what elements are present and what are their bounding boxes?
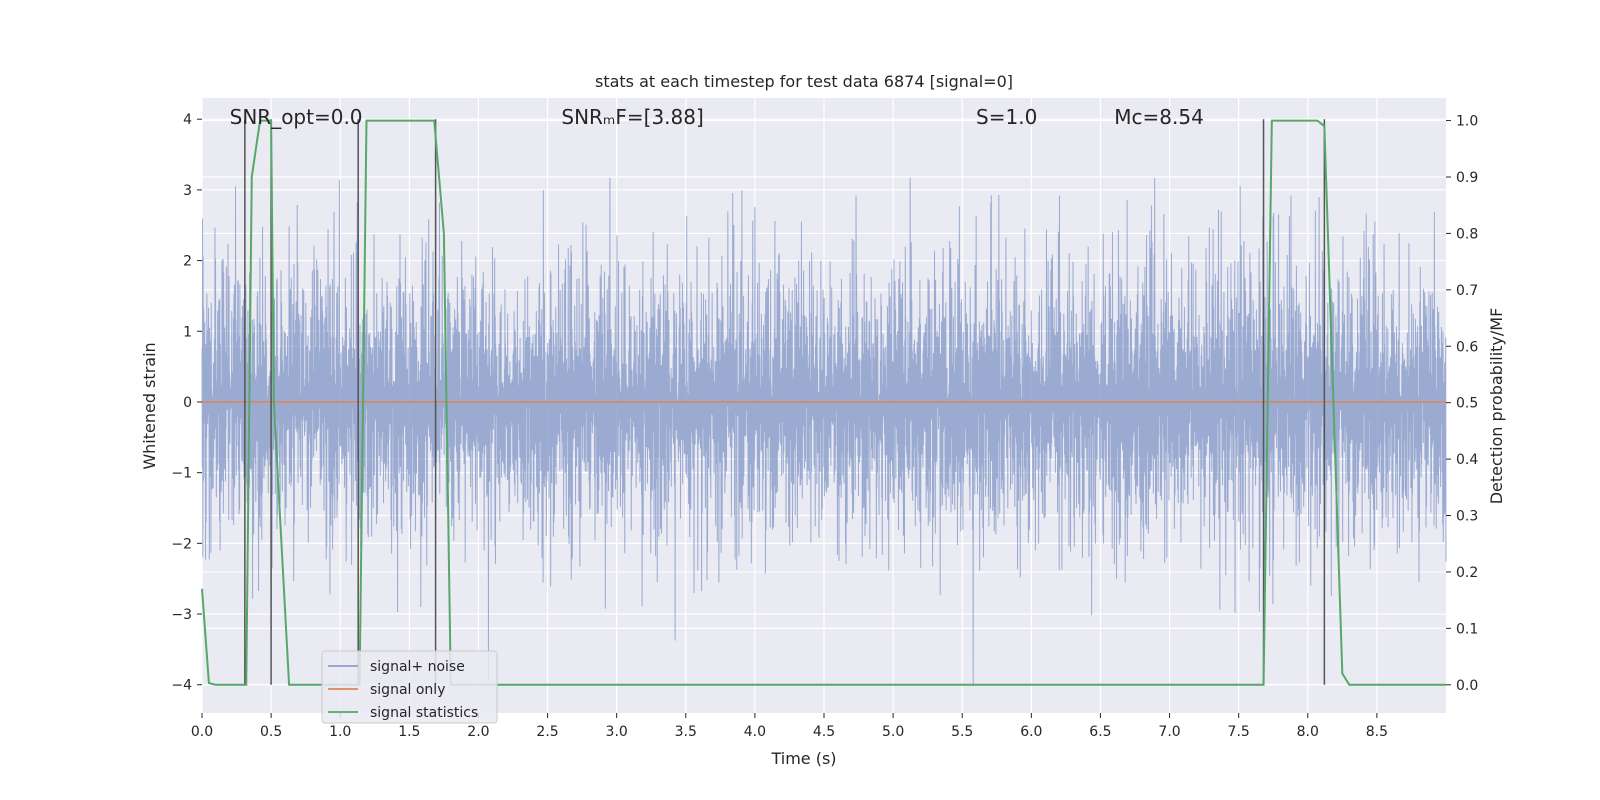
y2-tick-label: 0.3 — [1456, 509, 1478, 525]
y2-tick-label: 1.0 — [1456, 114, 1478, 130]
y2-tick-label: 0.7 — [1456, 283, 1478, 299]
legend-box — [321, 650, 498, 724]
y2-tick-label: 0.9 — [1456, 170, 1478, 186]
y-tick-label: 2 — [183, 254, 192, 270]
annotation: SNRₘF=[3.88] — [561, 105, 703, 129]
legend-label: signal statistics — [370, 705, 478, 721]
annotations: SNR_opt=0.0 SNRₘF=[3.88] S=1.0 Mᴄ=8.54 — [230, 105, 1204, 129]
x-tick-label: 4.0 — [744, 724, 766, 740]
chart-title: stats at each timestep for test data 687… — [595, 72, 1013, 91]
y2-tick-label: 0.0 — [1456, 678, 1478, 694]
y-tick-label: −2 — [171, 536, 192, 552]
y2-tick-label: 0.1 — [1456, 621, 1478, 637]
y2-axis-ticks: 1.0 0.9 0.8 0.7 0.6 0.5 0.4 0.3 0.2 0.1 0.0 — [1446, 114, 1478, 694]
y2-axis-label: Detection probability/MF — [1487, 308, 1506, 505]
y-tick-label: 1 — [183, 324, 192, 340]
series-signal-noise — [201, 162, 1447, 685]
x-tick-label: 2.0 — [467, 724, 489, 740]
x-tick-label: 1.0 — [329, 724, 351, 740]
x-tick-label: 5.5 — [951, 724, 973, 740]
annotation: Mᴄ=8.54 — [1114, 105, 1204, 129]
x-tick-label: 1.5 — [398, 724, 420, 740]
y-axis-label: Whitened strain — [140, 342, 159, 469]
y-tick-label: 3 — [183, 183, 192, 199]
x-tick-label: 0.5 — [260, 724, 282, 740]
y2-tick-label: 0.5 — [1456, 396, 1478, 412]
x-tick-label: 7.0 — [1158, 724, 1180, 740]
annotation: S=1.0 — [976, 105, 1037, 129]
noise-line — [201, 162, 1447, 685]
y-tick-label: −3 — [171, 607, 192, 623]
legend: signal+ noise signal only signal statistic… — [321, 650, 498, 724]
y2-tick-label: 0.4 — [1456, 452, 1478, 468]
x-tick-label: 4.5 — [813, 724, 835, 740]
y-tick-label: −1 — [171, 466, 192, 482]
x-tick-label: 8.5 — [1366, 724, 1388, 740]
series-signal-statistics — [201, 119, 1446, 686]
y-tick-label: 0 — [183, 395, 192, 411]
x-tick-label: 3.0 — [606, 724, 628, 740]
x-axis-label: Time (s) — [770, 749, 836, 768]
y2-tick-label: 0.6 — [1456, 339, 1478, 355]
legend-label: signal only — [370, 682, 445, 698]
y-axis-ticks: 4 3 2 1 0 −1 −2 −3 −4 — [171, 112, 202, 694]
x-tick-label: 2.5 — [536, 724, 558, 740]
annotation: SNR_opt=0.0 — [230, 105, 363, 129]
y-tick-label: 4 — [183, 112, 192, 128]
y2-tick-label: 0.2 — [1456, 565, 1478, 581]
x-tick-label: 0.0 — [191, 724, 213, 740]
x-tick-label: 6.5 — [1089, 724, 1111, 740]
legend-label: signal+ noise — [370, 659, 465, 675]
x-axis-ticks: 0.0 0.5 1.0 1.5 2.0 2.5 3.0 3.5 4.0 4.5 5.0 5.5 6.0 6… — [191, 713, 1388, 740]
x-tick-label: 7.5 — [1228, 724, 1250, 740]
y-tick-label: −4 — [171, 678, 192, 694]
y2-tick-label: 0.8 — [1456, 226, 1478, 242]
x-tick-label: 8.0 — [1297, 724, 1319, 740]
signal-statistics-line — [201, 119, 1446, 686]
x-tick-label: 5.0 — [882, 724, 904, 740]
x-tick-label: 3.5 — [675, 724, 697, 740]
x-tick-label: 6.0 — [1020, 724, 1042, 740]
